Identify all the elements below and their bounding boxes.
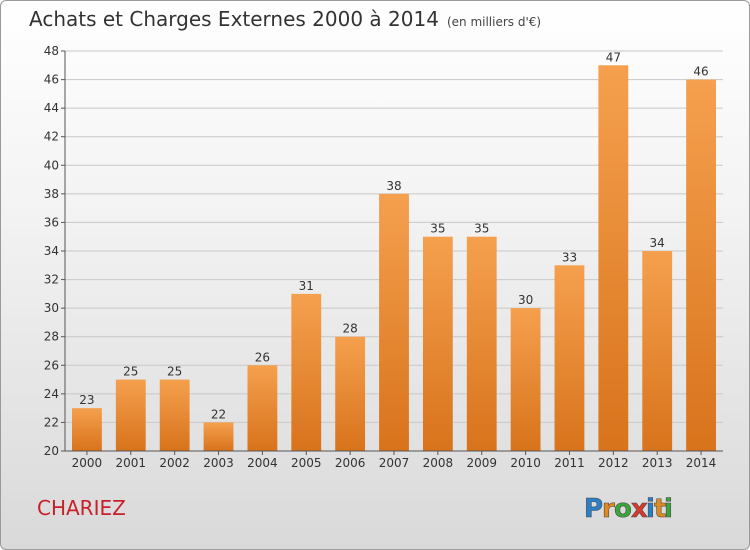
x-tick-label: 2003 <box>203 456 234 470</box>
x-tick-label: 2000 <box>72 456 103 470</box>
y-tick-label: 48 <box>44 44 59 58</box>
bar-value-label: 47 <box>606 50 621 64</box>
bar-2004 <box>247 365 278 451</box>
x-tick-label: 2001 <box>116 456 147 470</box>
logo-letter: i <box>646 494 655 524</box>
axes <box>61 50 723 455</box>
y-tick-label: 44 <box>44 101 59 115</box>
bar-2008 <box>422 236 453 451</box>
x-tick-label: 2004 <box>247 456 278 470</box>
bar-value-label: 34 <box>650 236 665 250</box>
logo-letter: x <box>631 494 648 524</box>
y-tick-label: 22 <box>44 415 59 429</box>
bar-value-label: 46 <box>693 65 708 79</box>
bar-2010 <box>510 308 541 451</box>
bar-value-label: 25 <box>167 365 182 379</box>
logo-letter: P <box>584 494 603 524</box>
bar-2009 <box>466 236 497 451</box>
bar-value-label: 25 <box>123 365 138 379</box>
y-tick-label: 36 <box>44 215 59 229</box>
x-tick-label: 2006 <box>335 456 366 470</box>
x-tick-label: 2005 <box>291 456 322 470</box>
bar-value-label: 35 <box>430 222 445 236</box>
labels: 20 22 24 26 28 30 32 34 36 38 40 42 44 46 48 23 2000 25 20… <box>44 44 717 470</box>
y-tick-label: 40 <box>44 158 59 172</box>
x-tick-label: 2014 <box>686 456 717 470</box>
bar-value-label: 28 <box>342 322 357 336</box>
y-tick-label: 20 <box>44 444 59 458</box>
chart-title: Achats et Charges Externes 2000 à 2014 (e… <box>29 7 541 31</box>
x-tick-label: 2009 <box>466 456 497 470</box>
bar-2002 <box>159 379 190 451</box>
y-tick-label: 46 <box>44 73 59 87</box>
bar-value-label: 23 <box>79 393 94 407</box>
x-tick-label: 2012 <box>598 456 629 470</box>
y-tick-label: 28 <box>44 330 59 344</box>
x-tick-label: 2013 <box>642 456 673 470</box>
y-tick-label: 26 <box>44 358 59 372</box>
y-tick-label: 42 <box>44 130 59 144</box>
y-tick-label: 24 <box>44 387 59 401</box>
logo-letter: r <box>602 494 615 524</box>
logo-letter: i <box>664 494 673 524</box>
bar-value-label: 30 <box>518 293 533 307</box>
proxiti-logo-graphic: Pr o xi ti <box>584 494 674 525</box>
x-tick-label: 2008 <box>423 456 454 470</box>
bar-2011 <box>554 265 585 451</box>
y-tick-label: 32 <box>44 273 59 287</box>
bar-2000 <box>72 408 102 451</box>
bar-2013 <box>642 251 673 451</box>
y-tick-label: 38 <box>44 187 59 201</box>
bar-2006 <box>335 336 366 451</box>
bar-2014 <box>686 79 716 452</box>
chart-unit: (en milliers d'€) <box>446 15 542 29</box>
bar-value-label: 35 <box>474 222 489 236</box>
x-tick-label: 2007 <box>379 456 410 470</box>
y-tick-label: 34 <box>44 244 59 258</box>
logo-letter: t <box>654 494 666 524</box>
x-tick-label: 2002 <box>159 456 190 470</box>
logo-letter: o <box>614 494 632 524</box>
y-tick-label: 30 <box>44 301 59 315</box>
bars <box>72 65 716 452</box>
bar-2003 <box>203 422 234 451</box>
bar-2012 <box>598 65 629 452</box>
bar-value-label: 38 <box>386 179 401 193</box>
bar-value-label: 33 <box>562 250 577 264</box>
bar-2001 <box>115 379 146 451</box>
commune-name: CHARIEZ <box>37 496 126 520</box>
bar-2007 <box>379 193 409 451</box>
chart-title-text: Achats et Charges Externes 2000 à 2014 <box>29 7 439 31</box>
bar-value-label: 22 <box>211 407 226 421</box>
bar-value-label: 31 <box>299 279 314 293</box>
x-tick-label: 2010 <box>510 456 541 470</box>
bar-value-label: 26 <box>255 350 270 364</box>
x-tick-label: 2011 <box>554 456 585 470</box>
bar-2005 <box>291 293 322 451</box>
